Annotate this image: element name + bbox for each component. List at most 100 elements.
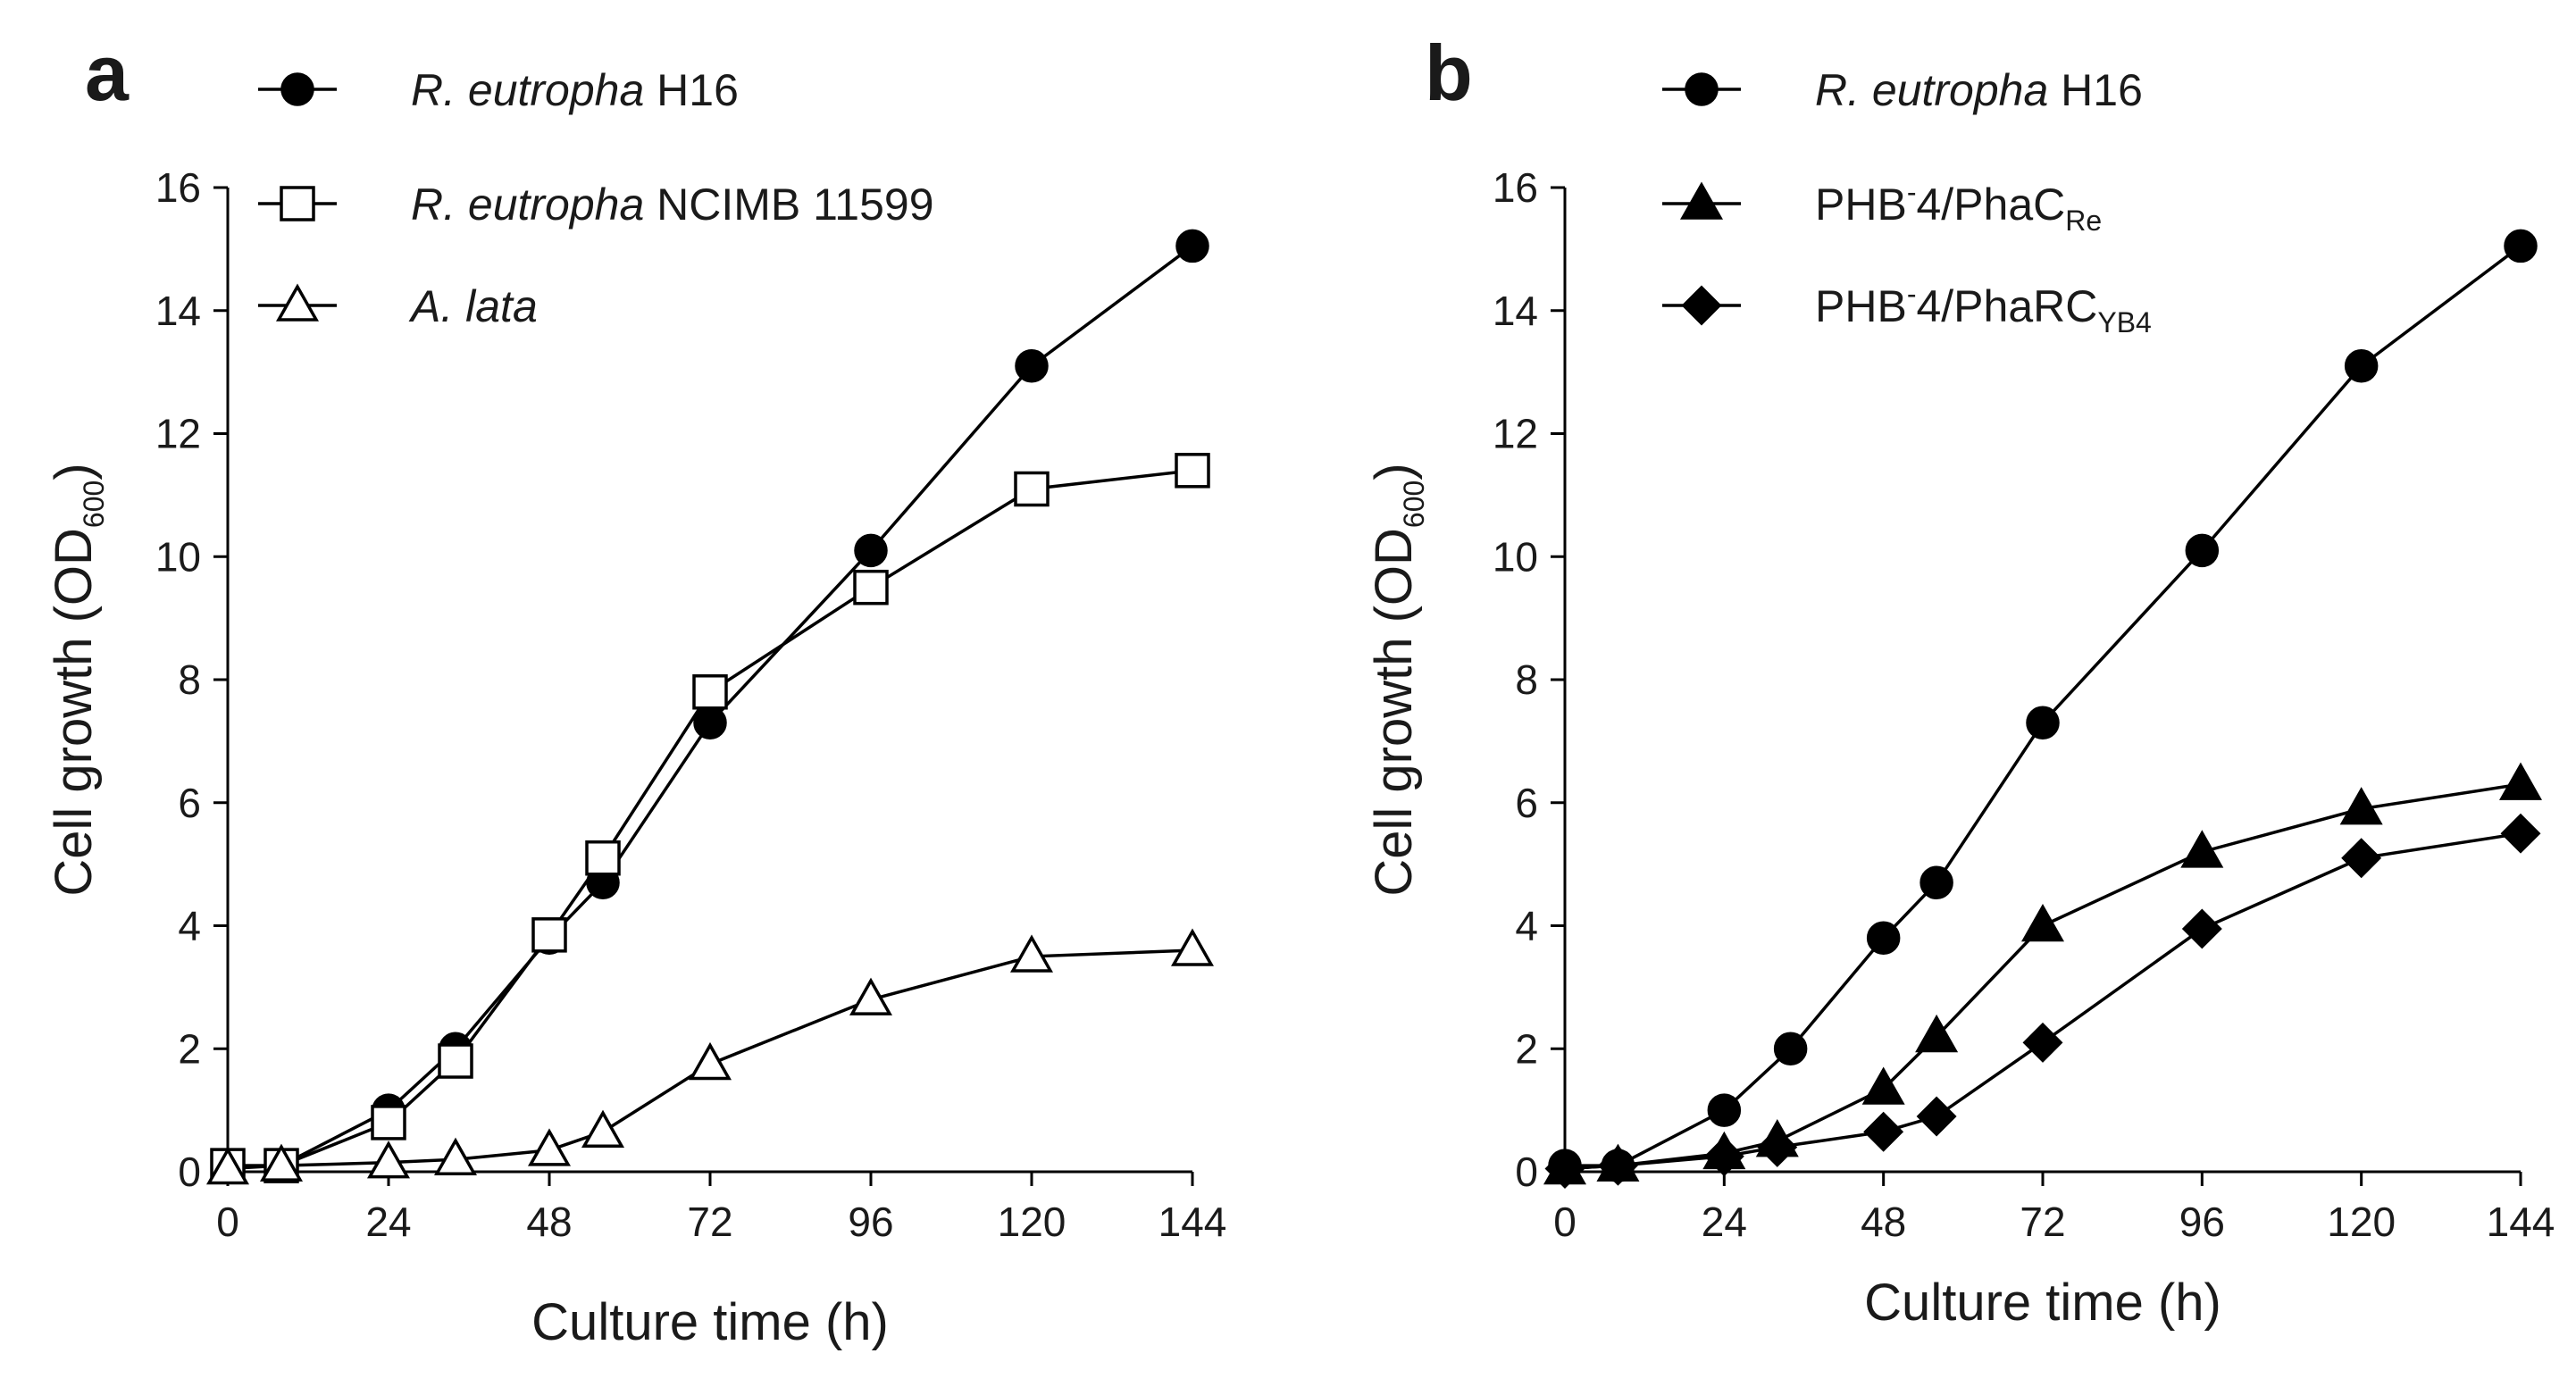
data-point-s1-4 [1861,1066,1905,1105]
y-axis-title: Cell growth (OD600) [1365,463,1430,896]
data-point-s1-9 [1175,453,1210,489]
x-tick-label: 144 [2487,1199,2555,1245]
data-point-s2-4 [1863,1111,1904,1152]
data-point-s2-6 [2022,1022,2063,1063]
data-point-s2-1 [259,1143,304,1182]
data-point-s1-3 [438,1043,473,1079]
legend-superscript: - [1907,176,1917,208]
data-point-s0-4 [1866,921,1901,956]
y-tick-label: 4 [1515,903,1538,949]
data-point-s2-8 [1009,934,1054,973]
data-point-s2-4 [527,1128,572,1166]
legend-marker-1 [280,186,315,221]
y-axis-title-close: ) [1365,463,1423,480]
legend-entry-1: PHB-4/PhaCRe [1815,176,2102,237]
y-tick-label: 0 [178,1149,201,1195]
legend-italic: R. eutropha [1815,65,2048,115]
data-point-s2-5 [1916,1096,1957,1137]
legend-marker-0 [280,72,314,106]
data-point-s2-7 [2181,908,2222,949]
legend-text-main: PHB [1815,180,1907,230]
x-tick-label: 120 [2327,1199,2396,1245]
data-point-s1-8 [2339,787,2383,825]
series-line-1 [228,469,1193,1167]
legend-entry-0: R. eutropha H16 [1815,65,2143,115]
data-point-s0-7 [2185,533,2220,568]
legend-entry-0: R. eutropha H16 [411,65,739,115]
y-tick-label: 0 [1515,1149,1538,1195]
y-tick-label: 6 [1515,780,1538,826]
x-tick-label: 96 [2179,1199,2225,1245]
x-tick-label: 72 [2020,1199,2065,1245]
legend-text-tail: 4/PhaRC [1916,281,2097,331]
data-point-s0-3 [1773,1032,1808,1065]
y-tick-label: 2 [1515,1025,1538,1072]
data-point-s1-7 [2180,830,2224,868]
legend-marker-0 [1685,72,1719,106]
data-point-s2-0 [205,1147,250,1185]
data-point-s2-1 [1597,1145,1638,1186]
legend-entry-2: A. lata [408,281,538,331]
legend-entry-1: R. eutropha NCIMB 11599 [411,180,934,230]
y-axis-title-sub: 600 [78,480,110,528]
data-point-s2-0 [1544,1149,1585,1190]
data-point-s1-5 [1915,1014,1959,1053]
data-point-s1-7 [853,569,889,606]
x-tick-label: 24 [365,1199,411,1245]
y-axis-title-main: Cell growth (OD [45,528,103,897]
y-axis-title-main: Cell growth (OD [1365,528,1423,897]
data-point-s2-2 [1703,1136,1744,1177]
data-point-s0-6 [2026,706,2060,739]
panel-letter: b [1425,29,1473,117]
legend-subscript: YB4 [2097,306,2151,338]
y-tick-label: 8 [178,656,201,703]
y-axis-title: Cell growth (OD600) [45,463,110,896]
y-axis-title-sub: 600 [1398,480,1430,528]
x-axis-title: Culture time (h) [531,1293,889,1351]
data-point-s1-5 [585,840,621,876]
legend-italic: A. lata [408,281,538,331]
data-point-s0-7 [854,533,888,568]
legend-text-main: H16 [644,65,739,115]
legend-text-main: H16 [2048,65,2143,115]
y-tick-label: 12 [155,411,201,457]
x-tick-label: 24 [1702,1199,1747,1245]
data-point-s0-2 [1707,1093,1742,1127]
y-tick-label: 14 [155,288,201,334]
data-point-s1-9 [2498,762,2543,800]
data-point-s2-9 [1170,928,1215,966]
data-point-s2-3 [433,1137,478,1175]
legend-entry-2: PHB-4/PhaRCYB4 [1815,278,2152,338]
data-point-s2-7 [849,977,893,1015]
x-tick-label: 0 [1553,1199,1577,1245]
data-point-s2-5 [581,1109,625,1148]
y-tick-label: 8 [1515,656,1538,703]
x-tick-label: 120 [998,1199,1066,1245]
y-tick-label: 16 [1493,164,1538,211]
legend-text-main: PHB [1815,281,1907,331]
data-point-s1-2 [371,1105,406,1141]
x-tick-label: 48 [526,1199,572,1245]
data-point-s0-8 [1015,348,1049,383]
x-tick-label: 72 [687,1199,732,1245]
x-tick-label: 96 [848,1199,893,1245]
data-point-s2-2 [366,1141,411,1179]
panel-letter: a [85,29,130,117]
series-line-0 [1565,245,2522,1167]
series-line-2 [1564,831,2522,1171]
x-tick-label: 144 [1158,1199,1227,1245]
data-point-s2-6 [688,1041,732,1081]
legend-subscript: Re [2065,205,2102,237]
legend-marker-2 [275,283,320,322]
y-tick-label: 16 [155,164,201,211]
legend-superscript: - [1907,278,1917,310]
legend-italic: R. eutropha [411,180,644,230]
data-point-s1-8 [1014,471,1050,507]
data-point-s1-6 [692,674,728,710]
x-tick-label: 48 [1861,1199,1906,1245]
x-tick-label: 0 [216,1199,239,1245]
legend-marker-1 [1679,181,1724,220]
data-point-s1-6 [2020,903,2065,942]
